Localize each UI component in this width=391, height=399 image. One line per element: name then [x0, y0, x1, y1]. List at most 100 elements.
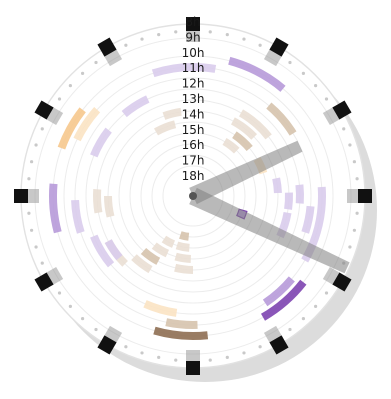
hour-marker-square	[34, 272, 54, 292]
hour-marker	[347, 189, 372, 203]
tick-dot	[34, 143, 38, 147]
hour-label-10h: 10h	[182, 46, 205, 60]
tick-dot	[301, 71, 306, 75]
tick-dot	[355, 177, 359, 181]
segment-9h-0	[151, 63, 217, 78]
hour-label-13h: 13h	[182, 92, 205, 106]
hour-marker-square	[269, 335, 289, 355]
hour-marker	[34, 100, 64, 126]
hour-marker	[263, 325, 289, 355]
tick-dot	[288, 60, 292, 65]
hour-marker	[186, 350, 200, 375]
segment-13h-9	[162, 107, 182, 120]
segment-16h-26	[161, 235, 176, 248]
hour-label-17h: 17h	[182, 154, 205, 168]
tick-dot	[40, 261, 44, 265]
segment-12h-19	[93, 189, 103, 214]
segment-16h-29	[175, 241, 190, 252]
segment-14h-27	[174, 263, 193, 274]
segment-11h-21	[90, 234, 115, 268]
hour-ring-15h	[129, 132, 257, 260]
hour-marker	[34, 266, 64, 292]
segment-17h-30	[179, 231, 190, 241]
segment-15h-25	[151, 242, 170, 258]
segment-15h-7	[222, 137, 240, 154]
tick-dot	[208, 358, 212, 362]
segment-10h-3	[266, 102, 297, 136]
hour-ring-16h	[140, 143, 246, 249]
hour-marker-square	[358, 189, 372, 203]
hour-marker-square	[332, 100, 352, 120]
segment-8h-1	[228, 56, 286, 92]
tick-dot	[258, 43, 262, 47]
hour-marker-square	[186, 17, 200, 31]
segment-15h-28	[174, 252, 191, 263]
tick-dot	[301, 317, 306, 321]
tick-dot	[258, 345, 262, 349]
segment-9h-13	[73, 107, 101, 142]
segment-11h-11	[90, 127, 112, 158]
tick-dot	[225, 33, 229, 37]
hour-marker-shadow	[347, 189, 361, 203]
segment-14h-24	[140, 248, 161, 265]
segment-14h-10	[154, 120, 177, 136]
hour-marker-shadow	[186, 28, 200, 42]
hour-marker-square	[332, 272, 352, 292]
minute-hand	[189, 187, 350, 274]
hour-label-15h: 15h	[182, 123, 205, 137]
hour-label-8h: 8h	[185, 15, 200, 29]
tick-dot	[27, 211, 31, 215]
segment-8h-17	[49, 183, 62, 234]
tick-dot	[225, 355, 229, 359]
hour-label-18h: 18h	[182, 169, 205, 183]
tick-dot	[352, 228, 356, 232]
segment-9h-33	[165, 318, 198, 329]
tick-dot	[27, 177, 31, 181]
segment-13h-23	[131, 254, 153, 274]
tick-dot	[157, 33, 161, 37]
hour-marker-square	[186, 361, 200, 375]
tick-dot	[174, 30, 178, 34]
tick-dot	[68, 83, 72, 88]
hour-marker-square	[14, 189, 28, 203]
tick-dot	[140, 37, 144, 41]
tick-dot	[124, 43, 128, 47]
segment-11h-2	[121, 95, 150, 118]
segment-14h-6	[232, 131, 253, 152]
hour-marker-shadow	[186, 350, 200, 364]
tick-dot	[80, 317, 85, 321]
tick-dot	[80, 71, 85, 75]
hour-marker-square	[97, 37, 117, 57]
segment-13h-5	[231, 117, 258, 140]
tick-dot	[34, 245, 38, 249]
segment-9h-36	[262, 276, 295, 307]
hour-marker	[186, 17, 200, 42]
tick-dot	[324, 97, 329, 101]
tick-dot	[288, 327, 292, 332]
hour-ring-18h	[162, 165, 224, 227]
hour-marker-square	[269, 37, 289, 57]
segment-10h-32	[143, 300, 178, 317]
clock-hands	[189, 140, 350, 274]
tick-dot	[348, 245, 352, 249]
tick-dot	[94, 60, 98, 65]
tick-dot	[355, 211, 359, 215]
segment-12h-37	[284, 192, 294, 210]
hour-ring-10h	[74, 77, 312, 315]
tick-dot	[314, 83, 318, 88]
tick-dot	[314, 304, 318, 309]
hour-markers	[14, 17, 372, 375]
hour-label-11h: 11h	[182, 61, 205, 75]
tick-dot	[157, 355, 161, 359]
tick-dot	[342, 127, 346, 131]
tick-dot	[30, 228, 34, 232]
segment-10h-18	[71, 199, 85, 234]
hour-marker	[322, 266, 352, 292]
segment-9h-15	[301, 186, 326, 263]
hour-marker-shadow	[25, 189, 39, 203]
segment-10h-14	[301, 205, 315, 234]
tick-dot	[57, 97, 62, 101]
hour-ring-17h	[151, 154, 235, 238]
